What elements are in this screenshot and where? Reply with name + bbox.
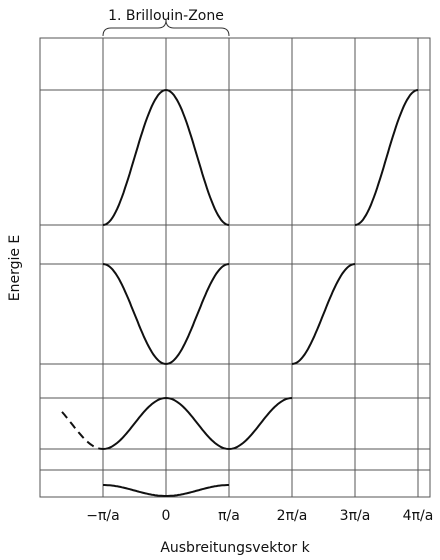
x-tick-label: 0 — [162, 508, 171, 524]
band-curve — [166, 484, 229, 497]
band-curve — [102, 397, 167, 450]
band-curve — [165, 263, 230, 365]
band-curve — [291, 263, 356, 365]
y-axis-label: Energie E — [7, 235, 23, 302]
band-curve — [165, 397, 230, 450]
bands — [61, 89, 419, 497]
band-curve — [228, 397, 293, 450]
grid — [40, 38, 430, 497]
band-curve — [102, 263, 167, 365]
x-tick-label: π/a — [218, 508, 240, 524]
x-tick-label: −π/a — [86, 508, 119, 524]
zone-title: 1. Brillouin-Zone — [108, 8, 224, 24]
x-tick-label: 2π/a — [277, 508, 308, 524]
band-curve — [354, 89, 419, 226]
x-tick-label: 3π/a — [340, 508, 371, 524]
band-curve — [102, 89, 167, 226]
x-axis-label: Ausbreitungsvektor k — [160, 540, 310, 556]
x-tick-label: 4π/a — [403, 508, 434, 524]
band-curve — [165, 89, 230, 226]
plot-frame — [39, 37, 431, 498]
band-curve-dashed — [61, 411, 104, 450]
band-curve — [103, 484, 166, 497]
zone-brace — [102, 19, 230, 37]
